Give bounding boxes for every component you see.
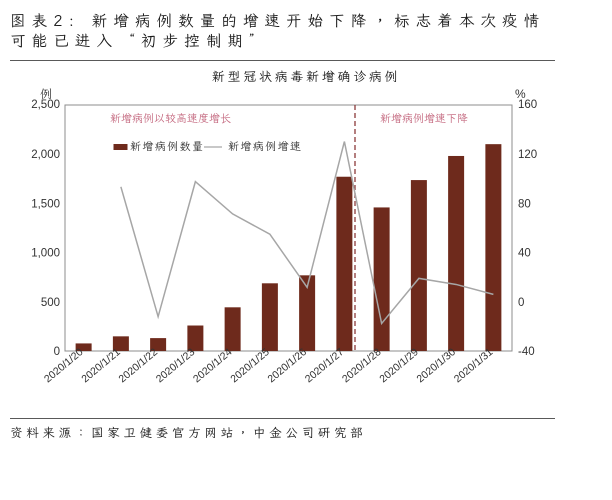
svg-text:2020/1/24: 2020/1/24	[191, 346, 235, 385]
svg-text:2020/1/22: 2020/1/22	[117, 346, 161, 385]
svg-text:新增病例增速下降: 新增病例增速下降	[380, 112, 468, 126]
svg-text:1,500: 1,500	[31, 198, 60, 210]
svg-text:例: 例	[40, 87, 52, 102]
svg-text:2020/1/23: 2020/1/23	[154, 346, 198, 385]
svg-text:2020/1/31: 2020/1/31	[452, 346, 496, 385]
svg-text:0: 0	[518, 297, 524, 309]
svg-text:120: 120	[518, 149, 537, 161]
svg-text:新增病例数量: 新增病例数量	[130, 140, 204, 154]
svg-text:2020/1/21: 2020/1/21	[79, 346, 123, 385]
svg-text:2020/1/20: 2020/1/20	[42, 346, 86, 385]
svg-text:2020/1/25: 2020/1/25	[228, 346, 272, 385]
svg-text:%: %	[515, 87, 526, 101]
svg-text:1,000: 1,000	[31, 248, 60, 260]
svg-text:2020/1/30: 2020/1/30	[415, 346, 459, 385]
svg-text:-40: -40	[518, 346, 535, 358]
svg-text:2,000: 2,000	[31, 149, 60, 161]
svg-text:80: 80	[518, 198, 531, 210]
svg-text:40: 40	[518, 248, 531, 260]
svg-text:2020/1/29: 2020/1/29	[377, 346, 421, 385]
svg-text:2020/1/28: 2020/1/28	[340, 346, 384, 385]
svg-text:0: 0	[54, 346, 60, 358]
svg-text:2020/1/27: 2020/1/27	[303, 346, 347, 385]
svg-text:2020/1/26: 2020/1/26	[266, 346, 310, 385]
svg-text:新增病例增速: 新增病例增速	[228, 140, 302, 154]
svg-text:500: 500	[41, 297, 60, 309]
svg-text:新增病例以较高速度增长: 新增病例以较高速度增长	[110, 112, 231, 126]
